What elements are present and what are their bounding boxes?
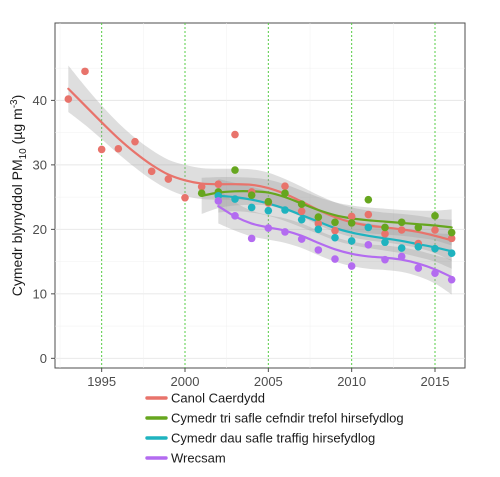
data-point-series-4 — [264, 224, 273, 232]
data-point-series-1 — [214, 180, 223, 189]
data-point-series-4 — [447, 275, 456, 284]
data-point-series-4 — [231, 212, 239, 220]
data-point-series-1 — [114, 144, 123, 153]
y-axis-title-close: ) — [9, 95, 25, 100]
data-point-series-3 — [281, 206, 289, 214]
trend-line-series-2 — [200, 190, 453, 229]
data-point-series-2 — [297, 200, 306, 209]
data-point-series-2 — [231, 166, 239, 174]
y-tick-label: 40 — [33, 93, 47, 108]
data-point-series-3 — [297, 215, 306, 224]
x-tick-label: 1995 — [87, 374, 116, 389]
data-point-series-2 — [264, 197, 273, 206]
data-point-series-1 — [281, 182, 289, 190]
y-axis-title: Cymedr blynyddol PM10 (µg m-3) — [9, 95, 29, 297]
trend-line-series-4 — [217, 205, 453, 279]
legend-label-series-2: Cymedr tri safle cefndir trefol hirsefyd… — [171, 411, 404, 426]
data-point-series-3 — [347, 237, 356, 245]
data-point-series-3 — [314, 225, 323, 234]
data-point-series-1 — [97, 145, 106, 154]
data-point-series-1 — [331, 226, 339, 235]
data-point-series-2 — [431, 212, 439, 220]
data-point-series-3 — [264, 206, 273, 215]
data-point-series-2 — [247, 191, 256, 199]
y-axis-title-subscript: 10 — [18, 148, 29, 160]
y-tick-label: 0 — [40, 351, 47, 366]
x-tick-label: 2000 — [171, 374, 200, 389]
data-point-series-1 — [447, 234, 456, 243]
data-point-series-3 — [247, 203, 256, 212]
x-tick-label: 2010 — [337, 374, 366, 389]
data-point-series-1 — [197, 182, 206, 191]
data-point-series-4 — [247, 234, 256, 243]
data-point-series-2 — [397, 218, 406, 227]
data-point-series-4 — [431, 269, 439, 278]
data-point-series-1 — [181, 193, 189, 202]
data-point-series-1 — [231, 130, 239, 139]
data-point-series-1 — [431, 226, 439, 234]
data-point-series-3 — [381, 238, 389, 247]
axis-layer: 0 10 20 30 40 1995 2000 2005 2010 2015 — [33, 93, 450, 389]
y-tick-label: 10 — [33, 286, 47, 301]
data-point-series-1 — [347, 212, 356, 221]
data-point-series-3 — [231, 195, 239, 203]
data-point-series-3 — [414, 242, 423, 251]
data-point-series-3 — [397, 244, 406, 252]
data-point-series-4 — [397, 252, 406, 261]
data-point-series-1 — [147, 167, 156, 176]
data-point-series-2 — [197, 189, 206, 198]
data-point-series-4 — [414, 264, 423, 272]
y-tick-label: 20 — [33, 222, 47, 237]
panel-background — [54, 22, 466, 369]
data-point-series-3 — [447, 249, 456, 258]
y-tick-label: 30 — [33, 157, 47, 172]
data-point-series-3 — [364, 223, 373, 232]
data-point-series-2 — [281, 189, 289, 198]
confidence-band-series-4 — [218, 188, 452, 295]
data-point-series-2 — [414, 223, 423, 232]
data-point-layer — [64, 67, 456, 284]
data-point-series-1 — [131, 137, 139, 146]
y-axis-title-superscript: -3 — [9, 99, 20, 108]
y-axis-title-unit: (µg m — [9, 108, 25, 148]
grid-layer — [55, 23, 465, 368]
data-point-series-3 — [431, 244, 439, 253]
data-point-series-1 — [297, 207, 306, 216]
confidence-band-series-1 — [68, 65, 452, 261]
data-point-series-1 — [397, 226, 406, 234]
data-point-series-2 — [314, 213, 323, 221]
data-point-series-1 — [81, 67, 89, 76]
y-axis-title-main: Cymedr blynyddol PM — [9, 159, 25, 296]
data-point-series-2 — [381, 223, 389, 232]
data-point-series-4 — [214, 197, 223, 205]
data-point-series-2 — [447, 228, 456, 237]
data-point-series-2 — [331, 218, 339, 227]
data-point-series-4 — [331, 255, 339, 263]
legend-label-series-1: Canol Caerdydd — [171, 391, 265, 406]
data-point-series-1 — [314, 219, 323, 228]
data-point-series-2 — [347, 219, 356, 227]
data-point-series-4 — [364, 241, 373, 249]
data-point-series-4 — [314, 246, 323, 254]
x-tick-label: 2005 — [254, 374, 283, 389]
data-point-series-1 — [364, 210, 373, 219]
data-point-series-1 — [164, 175, 173, 183]
data-point-series-1 — [64, 95, 73, 103]
data-point-series-4 — [297, 235, 306, 243]
data-point-series-4 — [281, 228, 289, 236]
data-point-series-1 — [381, 230, 389, 238]
data-point-series-3 — [331, 233, 339, 242]
legend-label-series-4: Wrecsam — [171, 451, 226, 466]
data-point-series-4 — [381, 255, 389, 264]
data-point-series-2 — [364, 195, 373, 204]
x-tick-label: 2015 — [421, 374, 450, 389]
data-point-series-4 — [347, 262, 356, 270]
legend: Canol Caerdydd Cymedr tri safle cefndir t… — [145, 391, 404, 466]
legend-label-series-3: Cymedr dau safle traffig hirsefydlog — [171, 431, 375, 446]
